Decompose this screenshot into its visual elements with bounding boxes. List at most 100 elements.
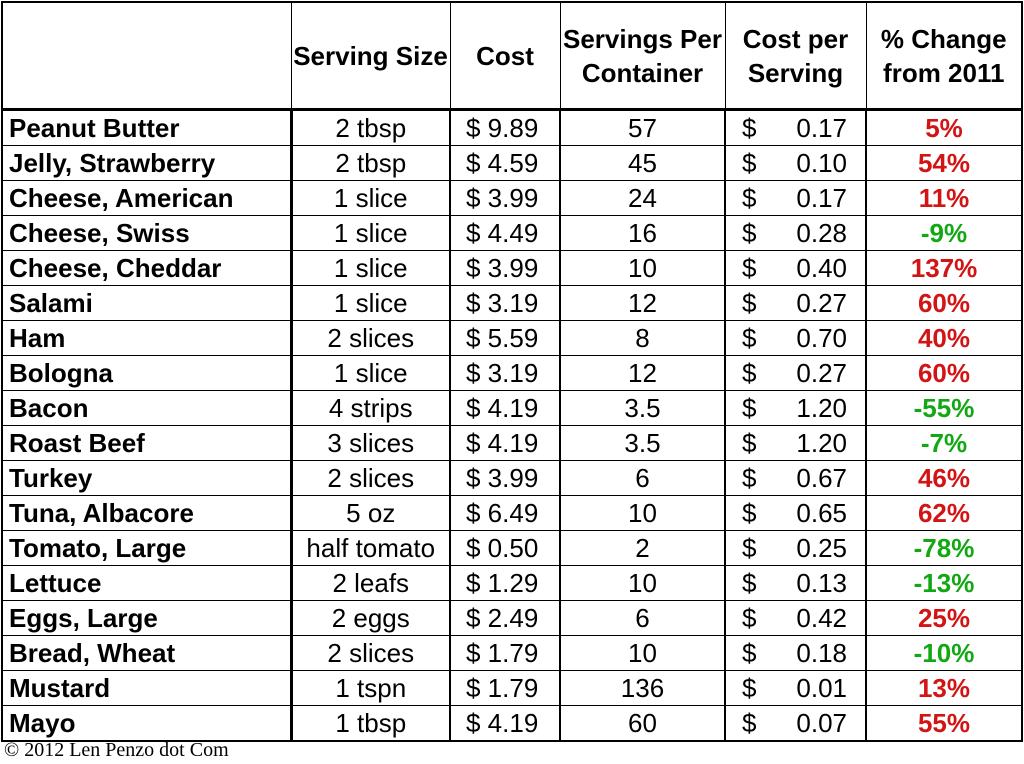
cell-serving-size: 2 slices <box>290 635 451 671</box>
currency-symbol: $ <box>742 323 757 353</box>
cell-servings-per-container: 16 <box>559 215 726 251</box>
cost-per-serving-value: 0.40 <box>796 253 847 283</box>
cell-cost: $ 3.19 <box>449 355 561 391</box>
cell-cost-per-serving: $0.13 <box>724 565 867 601</box>
currency-symbol: $ <box>742 393 757 423</box>
cell-item: Mayo <box>1 705 293 742</box>
cell-servings-per-container: 12 <box>559 355 726 391</box>
cell-percent-change: -10% <box>865 635 1023 671</box>
cell-percent-change: 60% <box>865 355 1023 391</box>
currency-symbol: $ <box>742 463 757 493</box>
currency-symbol: $ <box>742 183 757 213</box>
currency-symbol: $ <box>742 218 757 248</box>
cell-cost: $ 9.89 <box>449 109 561 146</box>
cell-item: Peanut Butter <box>1 109 293 146</box>
cost-per-serving-value: 0.67 <box>796 463 847 493</box>
cell-cost-per-serving: $0.18 <box>724 635 867 671</box>
cost-per-serving-value: 0.25 <box>796 533 847 563</box>
cell-serving-size: 1 tbsp <box>290 705 451 742</box>
cell-cost: $ 4.19 <box>449 425 561 461</box>
table-row: Lettuce 2 leafs $ 1.29 10 $0.13 -13% <box>1 565 1023 601</box>
table-row: Bread, Wheat 2 slices $ 1.79 10 $0.18 -10% <box>1 635 1023 671</box>
cell-item: Roast Beef <box>1 425 293 461</box>
header-servings-per-container: Servings Per Container <box>559 1 726 111</box>
cost-per-serving-value: 0.10 <box>796 148 847 178</box>
cell-item: Lettuce <box>1 565 293 601</box>
cost-per-serving-value: 1.20 <box>796 428 847 458</box>
currency-symbol: $ <box>742 673 757 703</box>
cell-serving-size: half tomato <box>290 530 451 566</box>
cell-servings-per-container: 3.5 <box>559 390 726 426</box>
cell-item: Bologna <box>1 355 293 391</box>
cell-cost: $ 3.99 <box>449 460 561 496</box>
table-row: Ham 2 slices $ 5.59 8 $0.70 40% <box>1 320 1023 356</box>
cell-serving-size: 2 tbsp <box>290 145 451 181</box>
cell-cost: $ 1.79 <box>449 670 561 706</box>
header-serving-size: Serving Size <box>290 1 451 111</box>
cost-per-serving-value: 0.42 <box>796 603 847 633</box>
header-cost-per-serving: Cost per Serving <box>724 1 867 111</box>
cell-item: Tuna, Albacore <box>1 495 293 531</box>
cell-cost: $ 4.59 <box>449 145 561 181</box>
header-row: Serving Size Cost Servings Per Container… <box>1 1 1023 111</box>
cell-item: Cheese, Cheddar <box>1 250 293 286</box>
cost-per-serving-value: 0.17 <box>796 183 847 213</box>
cell-cost: $ 4.19 <box>449 705 561 742</box>
cell-item: Bacon <box>1 390 293 426</box>
table-row: Salami 1 slice $ 3.19 12 $0.27 60% <box>1 285 1023 321</box>
cell-serving-size: 1 tspn <box>290 670 451 706</box>
cell-percent-change: 11% <box>865 180 1023 216</box>
cell-item: Cheese, American <box>1 180 293 216</box>
cell-serving-size: 2 slices <box>290 320 451 356</box>
table-row: Jelly, Strawberry 2 tbsp $ 4.59 45 $0.10 54% <box>1 145 1023 181</box>
cell-servings-per-container: 12 <box>559 285 726 321</box>
cell-percent-change: -55% <box>865 390 1023 426</box>
cost-per-serving-value: 0.27 <box>796 288 847 318</box>
table-row: Cheese, American 1 slice $ 3.99 24 $0.17 11% <box>1 180 1023 216</box>
cell-cost: $ 5.59 <box>449 320 561 356</box>
table-row: Tomato, Large half tomato $ 0.50 2 $0.25 -78% <box>1 530 1023 566</box>
cell-percent-change: 62% <box>865 495 1023 531</box>
cell-servings-per-container: 10 <box>559 495 726 531</box>
cell-item: Ham <box>1 320 293 356</box>
currency-symbol: $ <box>742 638 757 668</box>
cell-serving-size: 2 leafs <box>290 565 451 601</box>
cost-per-serving-value: 0.01 <box>796 673 847 703</box>
cell-percent-change: -13% <box>865 565 1023 601</box>
cell-percent-change: -9% <box>865 215 1023 251</box>
cell-cost-per-serving: $1.20 <box>724 390 867 426</box>
cell-servings-per-container: 6 <box>559 460 726 496</box>
cell-item: Tomato, Large <box>1 530 293 566</box>
currency-symbol: $ <box>742 288 757 318</box>
cell-percent-change: -7% <box>865 425 1023 461</box>
cell-percent-change: 54% <box>865 145 1023 181</box>
currency-symbol: $ <box>742 113 757 143</box>
cell-servings-per-container: 57 <box>559 109 726 146</box>
currency-symbol: $ <box>742 568 757 598</box>
cell-cost: $ 3.99 <box>449 180 561 216</box>
cell-percent-change: 5% <box>865 109 1023 146</box>
cell-cost-per-serving: $0.28 <box>724 215 867 251</box>
header-item <box>1 1 292 111</box>
cell-cost: $ 2.49 <box>449 600 561 636</box>
cost-per-serving-value: 0.28 <box>796 218 847 248</box>
cell-serving-size: 2 tbsp <box>290 109 451 146</box>
cell-cost-per-serving: $0.17 <box>724 180 867 216</box>
cell-cost: $ 4.49 <box>449 215 561 251</box>
cell-servings-per-container: 10 <box>559 565 726 601</box>
header-percent-change: % Change from 2011 <box>865 1 1023 111</box>
table-row: Turkey 2 slices $ 3.99 6 $0.67 46% <box>1 460 1023 496</box>
cell-cost-per-serving: $0.10 <box>724 145 867 181</box>
cell-cost-per-serving: $0.27 <box>724 355 867 391</box>
cost-per-serving-value: 0.27 <box>796 358 847 388</box>
cell-servings-per-container: 45 <box>559 145 726 181</box>
cell-servings-per-container: 6 <box>559 600 726 636</box>
cell-serving-size: 4 strips <box>290 390 451 426</box>
cost-per-serving-value: 0.13 <box>796 568 847 598</box>
table-body: Peanut Butter 2 tbsp $ 9.89 57 $0.17 5% Jelly,… <box>1 109 1023 742</box>
cell-cost-per-serving: $0.25 <box>724 530 867 566</box>
cell-percent-change: -78% <box>865 530 1023 566</box>
cost-per-serving-value: 0.65 <box>796 498 847 528</box>
table-row: Bologna 1 slice $ 3.19 12 $0.27 60% <box>1 355 1023 391</box>
cell-servings-per-container: 24 <box>559 180 726 216</box>
